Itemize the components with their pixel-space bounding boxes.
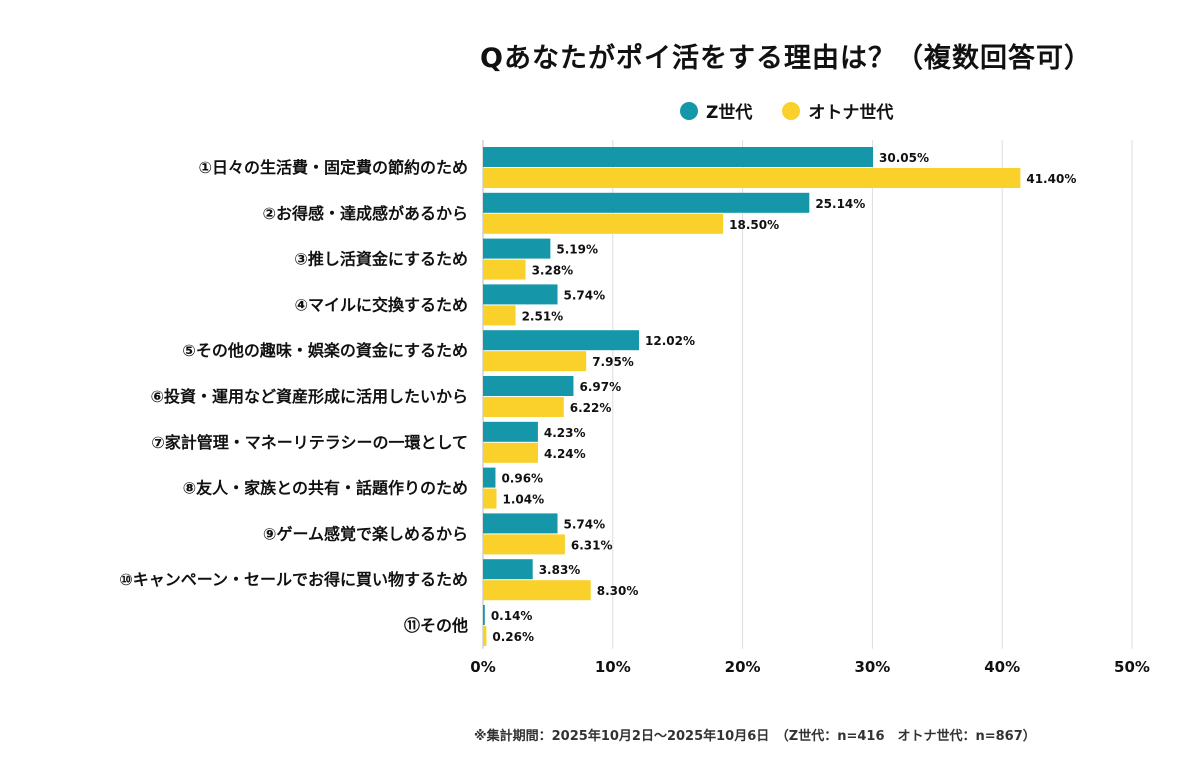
footnote: ※集計期間：2025年10月2日〜2025年10月6日 （Z世代：n=416 オ…: [474, 729, 1036, 744]
data-label: 5.74%: [564, 288, 606, 302]
data-label: 6.22%: [570, 401, 612, 415]
bar-z: [483, 284, 558, 305]
x-tick-label: 10%: [595, 658, 631, 676]
category-label: ②お得感・達成感があるから: [262, 204, 468, 223]
data-label: 3.83%: [539, 563, 581, 577]
legend-item-otona: オトナ世代: [782, 98, 893, 123]
bar-otona: [483, 397, 564, 417]
data-label: 2.51%: [522, 309, 564, 323]
bar-z: [483, 559, 533, 580]
category-label: ⑧友人・家族との共有・話題作りのため: [183, 479, 468, 498]
legend-swatch-otona: [782, 101, 801, 120]
category-label: ③推し活資金にするため: [294, 250, 468, 269]
data-label: 0.26%: [492, 630, 534, 644]
data-label: 6.31%: [571, 538, 613, 552]
legend-item-z: Z世代: [680, 98, 752, 123]
bar-z: [483, 330, 640, 351]
data-label: 0.14%: [491, 609, 533, 623]
bar-z: [483, 513, 558, 534]
data-label: 5.74%: [564, 517, 606, 531]
bar-z: [483, 238, 551, 259]
category-label: ⑨ゲーム感覚で楽しめるから: [263, 524, 468, 543]
bar-otona: [483, 626, 487, 646]
bar-otona: [483, 259, 526, 280]
bar-otona: [483, 488, 497, 509]
data-label: 41.40%: [1026, 172, 1076, 186]
bar-otona: [483, 351, 587, 372]
x-tick-label: 40%: [984, 658, 1020, 676]
x-tick-label: 50%: [1114, 658, 1150, 676]
data-label: 8.30%: [597, 584, 639, 598]
x-tick-label: 30%: [854, 658, 890, 676]
legend-swatch-z: [680, 101, 698, 120]
category-label: ④マイルに交換するため: [294, 295, 468, 314]
category-label: ⑦家計管理・マネーリテラシーの一環として: [151, 433, 468, 452]
data-label: 1.04%: [502, 493, 544, 507]
category-label: ⑪その他: [404, 616, 468, 635]
chart-title: Qあなたがポイ活をする理由は？（複数回答可）: [480, 43, 1092, 74]
data-label: 18.50%: [729, 218, 779, 232]
bar-z: [483, 192, 810, 213]
data-label: 12.02%: [645, 334, 695, 348]
data-label: 30.05%: [879, 151, 929, 165]
bar-z: [483, 467, 496, 488]
bar-otona: [483, 168, 1021, 188]
bar-z: [483, 421, 538, 442]
bar-otona: [483, 534, 565, 555]
bar-otona: [483, 442, 539, 463]
data-label: 6.97%: [579, 380, 621, 394]
bar-z: [483, 376, 574, 396]
bar-otona: [483, 213, 724, 234]
data-label: 5.19%: [556, 243, 598, 257]
bar-z: [483, 147, 874, 167]
category-label: ①日々の生活費・固定費の節約のため: [198, 158, 468, 177]
bar-otona: [483, 305, 516, 326]
bar-otona: [483, 580, 591, 601]
bar-z: [483, 605, 485, 625]
legend: Z世代 オトナ世代: [680, 98, 893, 123]
legend-label-otona: オトナ世代: [808, 103, 894, 123]
data-label: 3.28%: [532, 264, 574, 278]
data-label: 4.23%: [544, 426, 586, 440]
category-label: ⑤その他の趣味・娯楽の資金にするため: [182, 341, 468, 360]
data-label: 25.14%: [815, 197, 865, 211]
data-label: 7.95%: [592, 355, 634, 369]
data-label: 4.24%: [544, 447, 586, 461]
category-label: ⑩キャンペーン・セールでお得に買い物するため: [119, 570, 468, 589]
category-label: ⑥投資・運用など資産形成に活用したいから: [150, 387, 468, 406]
legend-label-z: Z世代: [706, 103, 753, 123]
data-label: 0.96%: [501, 472, 543, 486]
x-tick-label: 0%: [470, 658, 495, 676]
x-tick-label: 20%: [725, 658, 761, 676]
